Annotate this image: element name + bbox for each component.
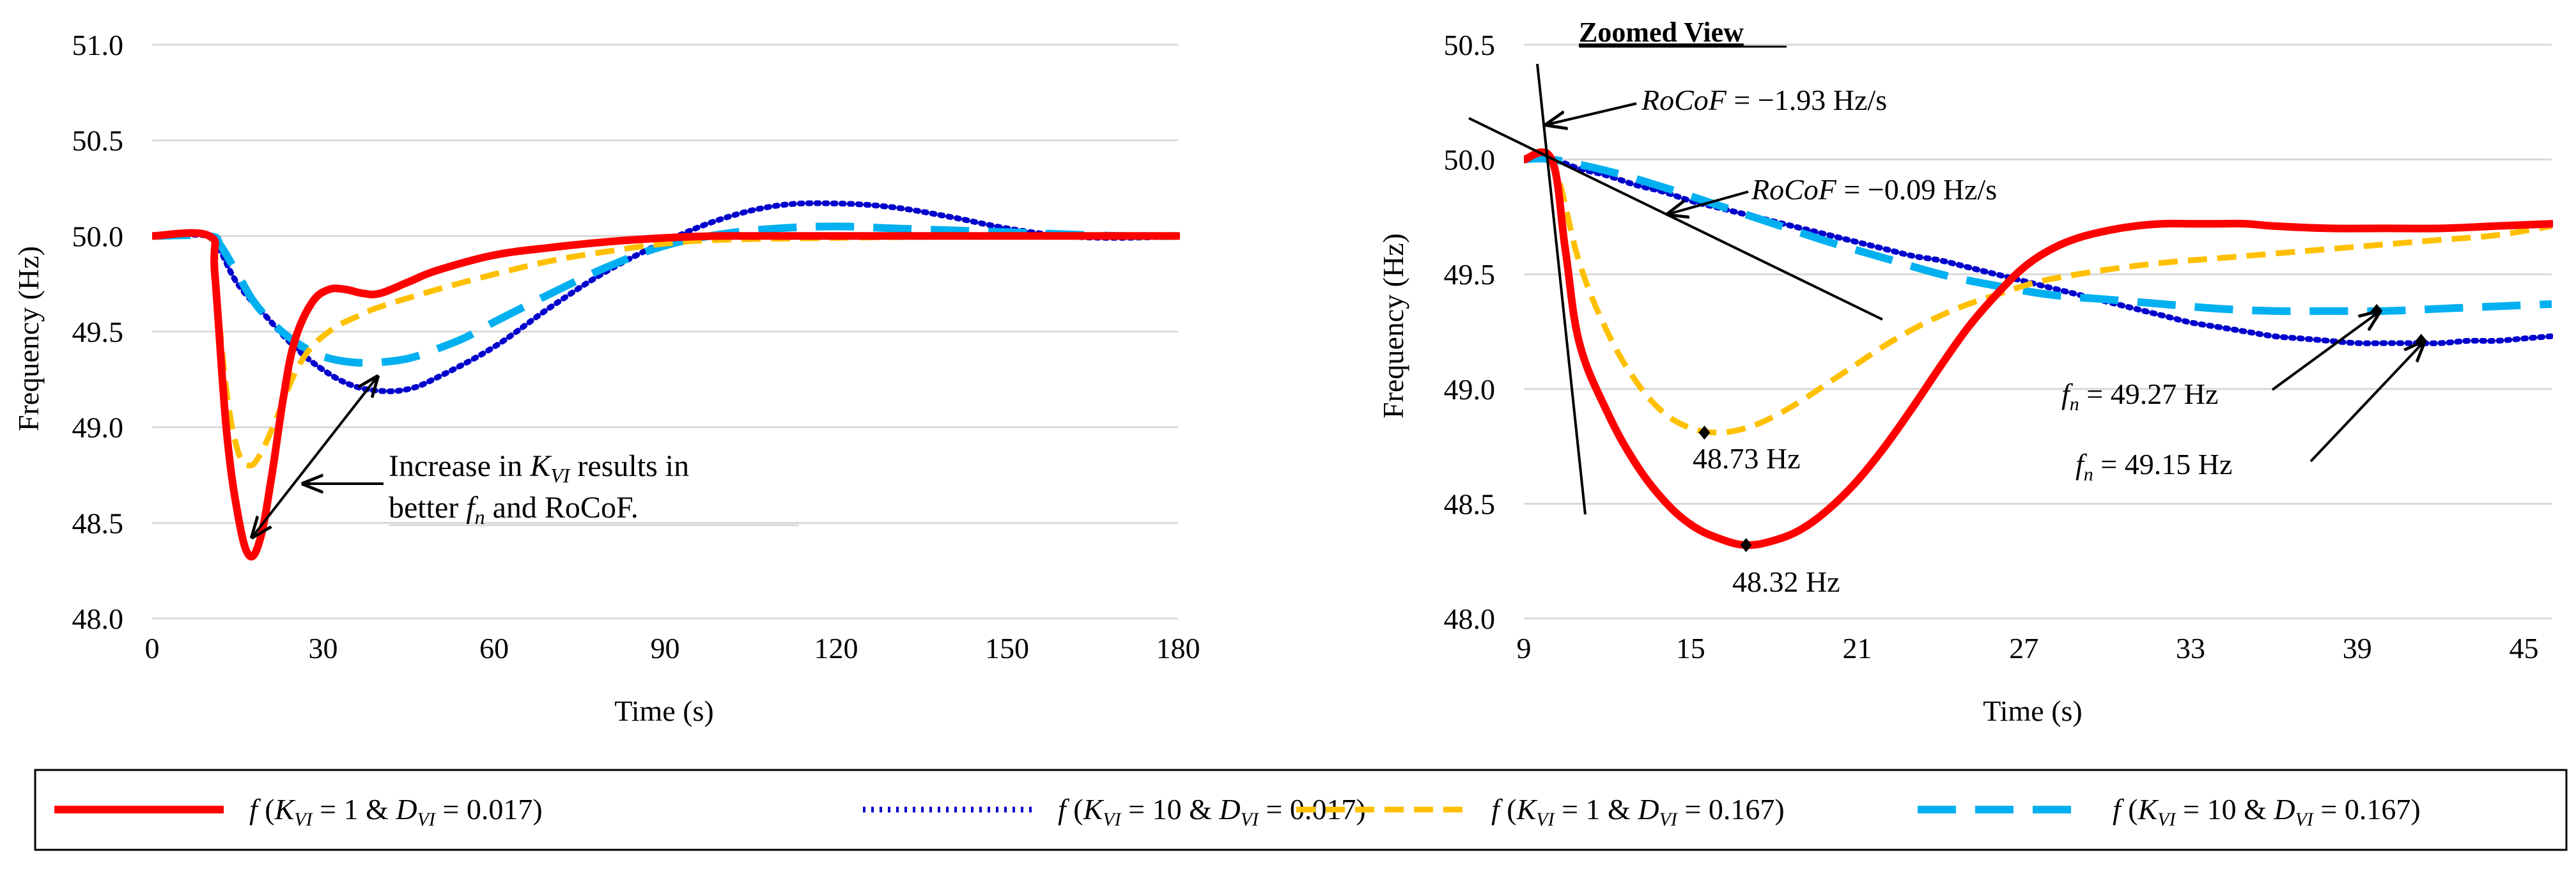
legend-label: f (KVI = 10 & DVI = 0.017) [1058,793,1366,830]
chart-left: 48.0 48.5 49.0 49.5 50.0 50.5 51.0 0 30 60 90 120 1… [12,29,1200,727]
l-x-tick-label: 30 [309,632,338,665]
chart-right: 48.0 48.5 49.0 49.5 50.0 50.5 9 15 21 27 33 39 45 T… [1377,17,2553,727]
fn-blue-marker [2415,334,2427,348]
l-series-2-line [152,200,1180,394]
right-nadir-markers [1698,304,2427,553]
fn2-arrow [2309,342,2424,463]
l-x-tick-label: 0 [145,632,160,665]
r-y-tick-label: 48.0 [1444,603,1496,635]
l-x-tick-label: 180 [1156,632,1200,665]
fn1-arrow [2271,312,2379,391]
r-series-4-line [1524,155,2552,315]
r-x-tick-label: 15 [1676,632,1705,665]
l-y-tick-label: 51.0 [72,29,124,61]
r-x-tick-label: 39 [2343,632,2372,665]
legend-label: f (KVI = 10 & DVI = 0.167) [2113,793,2421,830]
left-annotation-line1: Increase in KVI results in [389,449,689,487]
rocof1-label: RoCoF = −1.93 Hz/s [1641,84,1887,116]
zoomed-view-title: Zoomed View [1579,17,1744,48]
legend-label: f (KVI = 1 & DVI = 0.167) [1491,793,1785,830]
right-y-tick-labels: 48.0 48.5 49.0 49.5 50.0 50.5 [1444,29,1496,635]
legend-item-2: f (KVI = 10 & DVI = 0.017) [863,793,1366,830]
right-y-axis-label: Frequency (Hz) [1377,233,1409,419]
rocof2-label: RoCoF = −0.09 Hz/s [1751,173,1997,206]
right-x-axis-label: Time (s) [1983,695,2083,727]
r-x-tick-label: 45 [2510,632,2539,665]
rocof-tangent-steep [1536,63,1587,515]
left-y-tick-labels: 48.0 48.5 49.0 49.5 50.0 50.5 51.0 [72,29,124,635]
r-series-3-line [1524,148,2552,436]
l-y-tick-label: 48.0 [72,603,124,635]
l-series-4-line [152,222,1179,367]
r-series-1-line [1524,148,2553,550]
l-x-tick-label: 60 [479,632,509,665]
r-y-tick-label: 50.5 [1444,29,1496,61]
legend-item-3: f (KVI = 1 & DVI = 0.167) [1296,793,1785,830]
right-gridlines [1524,43,2552,620]
left-gridlines [152,43,1178,620]
rocof1-arrow [1547,102,1637,125]
r-series-2-line [1524,155,2553,346]
left-series [152,200,1180,561]
l-series-1-line [152,229,1180,561]
nadir-yellow-marker [1698,426,1711,440]
legend: f (KVI = 1 & DVI = 0.017) f (KVI = 10 & D… [34,769,2568,851]
fn1-label: fn = 49.27 Hz [2061,378,2218,415]
left-y-axis-label: Frequency (Hz) [12,246,45,431]
legend-item-4: f (KVI = 10 & DVI = 0.167) [1918,793,2421,830]
nadir-red-marker [1740,538,1752,553]
l-y-tick-label: 50.5 [72,125,124,157]
r-x-tick-label: 21 [1843,632,1872,665]
legend-label: f (KVI = 1 & DVI = 0.017) [249,793,543,830]
l-y-tick-label: 49.0 [72,411,124,444]
l-x-tick-label: 150 [985,632,1029,665]
r-y-tick-label: 49.5 [1444,258,1496,291]
l-x-tick-label: 120 [814,632,858,665]
nadir-yellow-label: 48.73 Hz [1693,442,1801,475]
r-y-tick-label: 48.5 [1444,488,1496,520]
r-y-tick-label: 49.0 [1444,373,1496,406]
r-y-tick-label: 50.0 [1444,144,1496,176]
right-x-tick-labels: 9 15 21 27 33 39 45 [1517,632,2539,665]
legend-item-1: f (KVI = 1 & DVI = 0.017) [54,793,543,830]
fn-cyan-marker [2371,304,2383,318]
l-x-tick-label: 90 [651,632,680,665]
left-annotation-arrow-bracket [252,377,377,537]
nadir-red-label: 48.32 Hz [1732,565,1840,598]
left-annotation-line2: better fn and RoCoF. [389,491,639,528]
rocof-tangent-shallow [1468,117,1883,321]
l-series-3-line [152,230,1179,469]
r-x-tick-label: 9 [1517,632,1532,665]
r-x-tick-label: 33 [2176,632,2205,665]
rocof2-arrow [1668,190,1749,214]
l-y-tick-label: 48.5 [72,507,124,539]
r-x-tick-label: 27 [2009,632,2038,665]
fn2-label: fn = 49.15 Hz [2076,448,2232,485]
left-x-axis-label: Time (s) [614,695,714,727]
left-x-tick-labels: 0 30 60 90 120 150 180 [145,632,1200,665]
l-y-tick-label: 49.5 [72,316,124,348]
l-y-tick-label: 50.0 [72,220,124,252]
